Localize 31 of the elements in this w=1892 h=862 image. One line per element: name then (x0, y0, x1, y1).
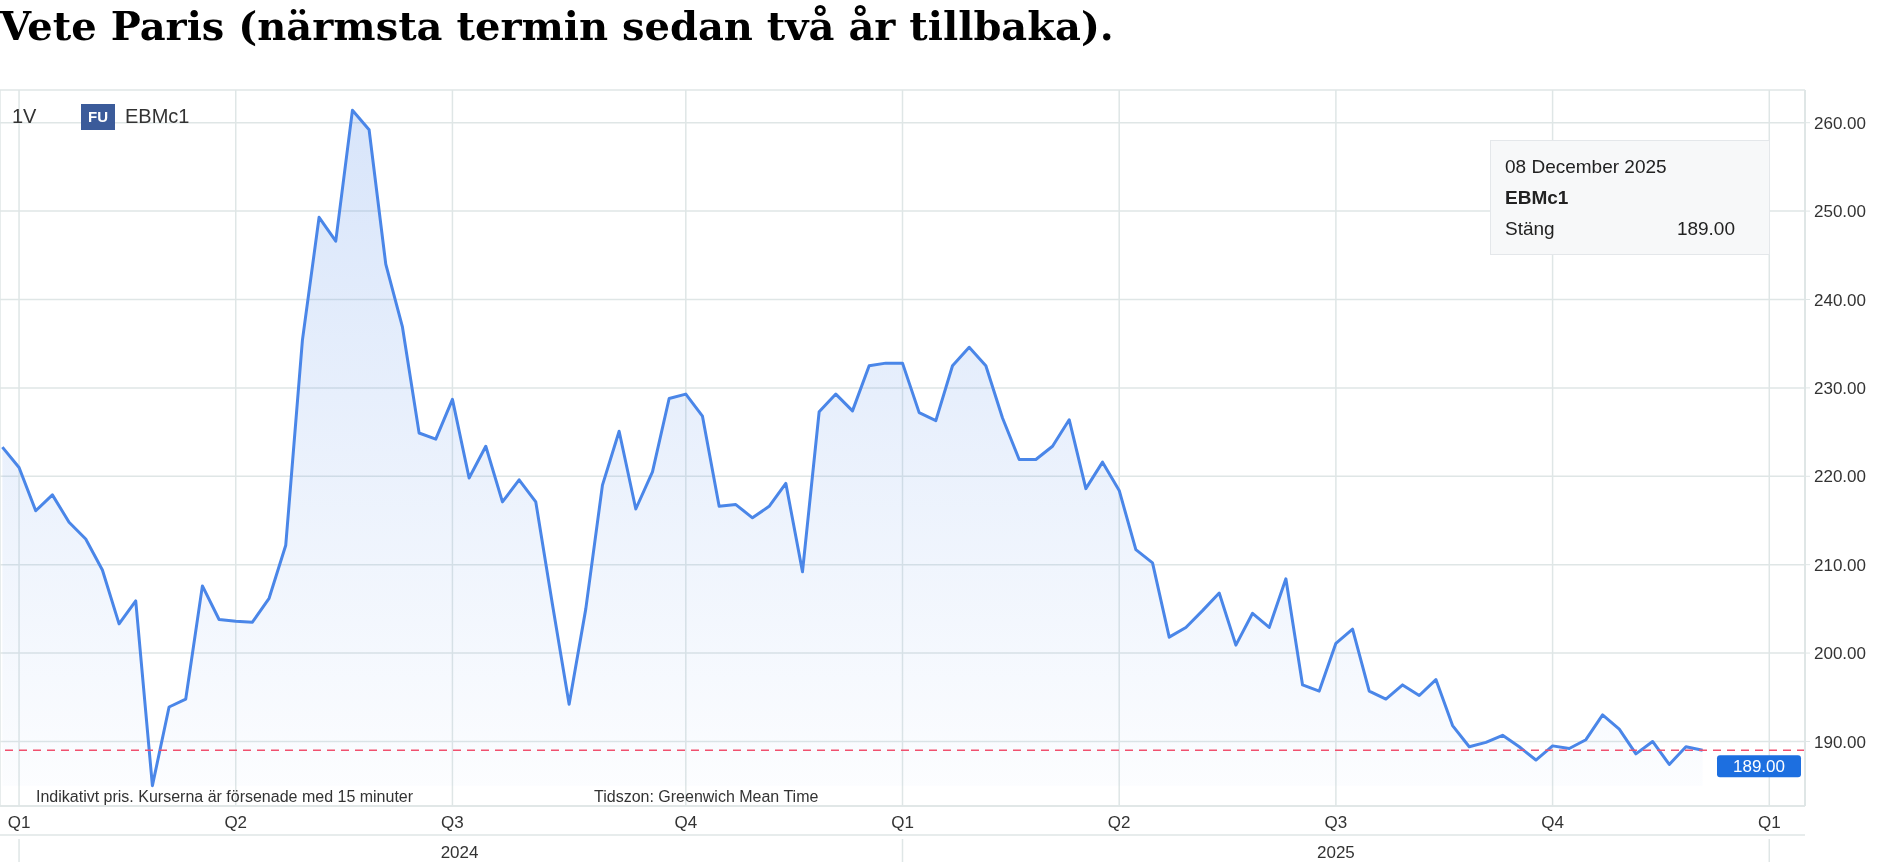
x-tick-label: Q2 (1107, 813, 1131, 833)
y-tick-label: 260.00 (1814, 113, 1866, 133)
x2-tick-label: 2024 (440, 843, 479, 862)
y-tick-label: 240.00 (1814, 290, 1866, 310)
y-tick-label: 190.00 (1814, 732, 1866, 752)
x-tick-label: Q2 (224, 813, 248, 833)
x-tick-label: Q3 (1324, 813, 1348, 833)
annotation: EBMc1 (125, 105, 190, 127)
x-tick-label: Q1 (7, 813, 31, 833)
annotation: 08 December 2025 (1505, 156, 1667, 177)
y-tick-label: 230.00 (1814, 378, 1866, 398)
chart-title: Vete Paris (närmsta termin sedan två år tillbaka). (0, 2, 1114, 49)
annotation: 1V (12, 105, 37, 127)
x-tick-label: Q1 (1757, 813, 1781, 833)
x2-tick-label: 2025 (1316, 843, 1355, 862)
annotation: EBMc1 (1505, 187, 1569, 208)
x-tick-label: Q3 (441, 813, 464, 833)
ref-line-label: 189.00 (1733, 757, 1785, 777)
label-badge: FU (81, 104, 115, 130)
x-tick-label: Q4 (674, 813, 698, 833)
annotation: Indikativt pris. Kurserna är försenade med 15 minuter (36, 788, 414, 805)
annotation: Tidszon: Greenwich Mean Time (594, 788, 819, 805)
annotation: 189.00 (1676, 217, 1735, 241)
y-tick-label: 250.00 (1814, 202, 1866, 222)
annotation: FU (88, 108, 108, 125)
annotation: Stäng (1505, 217, 1555, 241)
y-tick-label: 200.00 (1814, 644, 1866, 664)
x-tick-label: Q4 (1541, 813, 1564, 833)
y-tick-label: 210.00 (1814, 555, 1866, 575)
x-tick-label: Q1 (891, 813, 914, 833)
y-tick-label: 220.00 (1814, 467, 1866, 487)
